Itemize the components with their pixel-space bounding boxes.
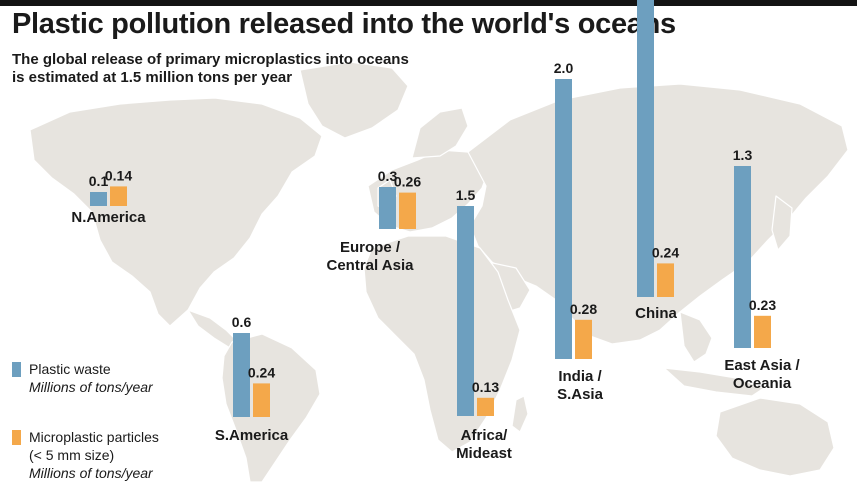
legend-unit-microplastic: Millions of tons/year [29,465,154,481]
region-label-africa-mideast-line-1: Africa/ [461,427,509,444]
microplastic-bar-europe-central-asia [399,192,416,229]
microplastic-bar-s-america [253,383,270,417]
microplastic-value-label-china: 0.24 [652,244,679,260]
chart-subtitle-line-1: The global release of primary microplast… [12,51,409,68]
plastic-waste-bar-s-america [233,333,250,417]
region-label-africa-mideast-line-2: Mideast [456,445,512,462]
region-label-india-s-asia-line-2: S.Asia [557,386,604,403]
region-label-n-america-line-1: N.America [71,209,146,226]
microplastic-bar-india-s-asia [575,319,592,359]
greenland-landmass [299,61,409,139]
legend-label-microplastic-line-1: Microplastic particles [29,429,159,445]
region-label-europe-central-asia-line-1: Europe / [340,239,401,256]
region-label-east-asia-oceania-line-2: Oceania [733,375,792,392]
region-group-india-s-asia: 2.0 0.28 India /S.Asia [554,60,604,403]
microplastic-bar-n-america [110,186,127,206]
region-group-east-asia-oceania: 1.3 0.23 East Asia /Oceania [724,147,800,392]
microplastic-bar-china [657,263,674,297]
legend-swatch-plastic-waste [12,362,21,377]
north-america-landmass [29,97,323,327]
legend-label-plastic-waste-line-1: Plastic waste [29,361,111,377]
region-group-s-america: 0.6 0.24 S.America [215,314,289,444]
plastic-waste-value-label-africa-mideast: 1.5 [456,187,476,203]
plastic-waste-value-label-n-america: 0.1 [89,173,109,189]
legend-swatch-microplastic [12,430,21,445]
plastic-waste-value-label-europe-central-asia: 0.3 [378,168,398,184]
microplastic-bar-africa-mideast [477,397,494,416]
indonesia-landmass [663,367,765,397]
plastic-waste-bar-east-asia-oceania [734,166,751,348]
region-group-africa-mideast: 1.5 0.13 Africa/Mideast [456,187,512,462]
legend-item-microplastic: Microplastic particles (< 5 mm size) Milli… [12,429,159,481]
region-label-east-asia-oceania-line-1: East Asia / [724,357,800,374]
scandinavia-landmass [411,107,469,159]
region-label-india-s-asia-line-1: India / [558,368,602,385]
australia-landmass [715,397,835,477]
chart-subtitle-line-2: is estimated at 1.5 million tons per yea… [12,69,293,86]
microplastic-value-label-europe-central-asia: 0.26 [394,174,421,190]
region-label-china-line-1: China [635,305,677,322]
legend-item-plastic-waste: Plastic waste Millions of tons/year [12,361,154,395]
japan-landmass [771,195,793,251]
top-bar [0,0,857,6]
microplastic-value-label-india-s-asia: 0.28 [570,301,597,317]
microplastic-value-label-africa-mideast: 0.13 [472,379,499,395]
chart-title: Plastic pollution released into the worl… [12,8,676,40]
plastic-waste-bar-china [637,0,654,297]
microplastic-value-label-east-asia-oceania: 0.23 [749,297,776,313]
region-label-europe-central-asia-line-2: Central Asia [327,257,415,274]
plastic-waste-value-label-india-s-asia: 2.0 [554,60,574,76]
plastic-waste-bar-n-america [90,192,107,206]
plastic-waste-value-label-east-asia-oceania: 1.3 [733,147,753,163]
microplastic-value-label-n-america: 0.14 [105,167,132,183]
madagascar-landmass [511,395,529,433]
plastic-waste-value-label-s-america: 0.6 [232,314,252,330]
microplastic-value-label-s-america: 0.24 [248,364,275,380]
plastic-waste-bar-india-s-asia [555,79,572,359]
southeast-asia-landmass [679,311,713,363]
legend-unit-plastic-waste: Millions of tons/year [29,379,154,395]
region-group-europe-central-asia: 0.30.26 Europe /Central Asia [327,168,422,274]
microplastic-bar-east-asia-oceania [754,315,771,348]
plastic-waste-bar-europe-central-asia [379,187,396,229]
region-group-n-america: 0.10.14 N.America [71,167,146,226]
plastic-waste-bar-africa-mideast [457,206,474,416]
region-label-s-america-line-1: S.America [215,427,289,444]
legend-label-microplastic-line-2: (< 5 mm size) [29,447,114,463]
